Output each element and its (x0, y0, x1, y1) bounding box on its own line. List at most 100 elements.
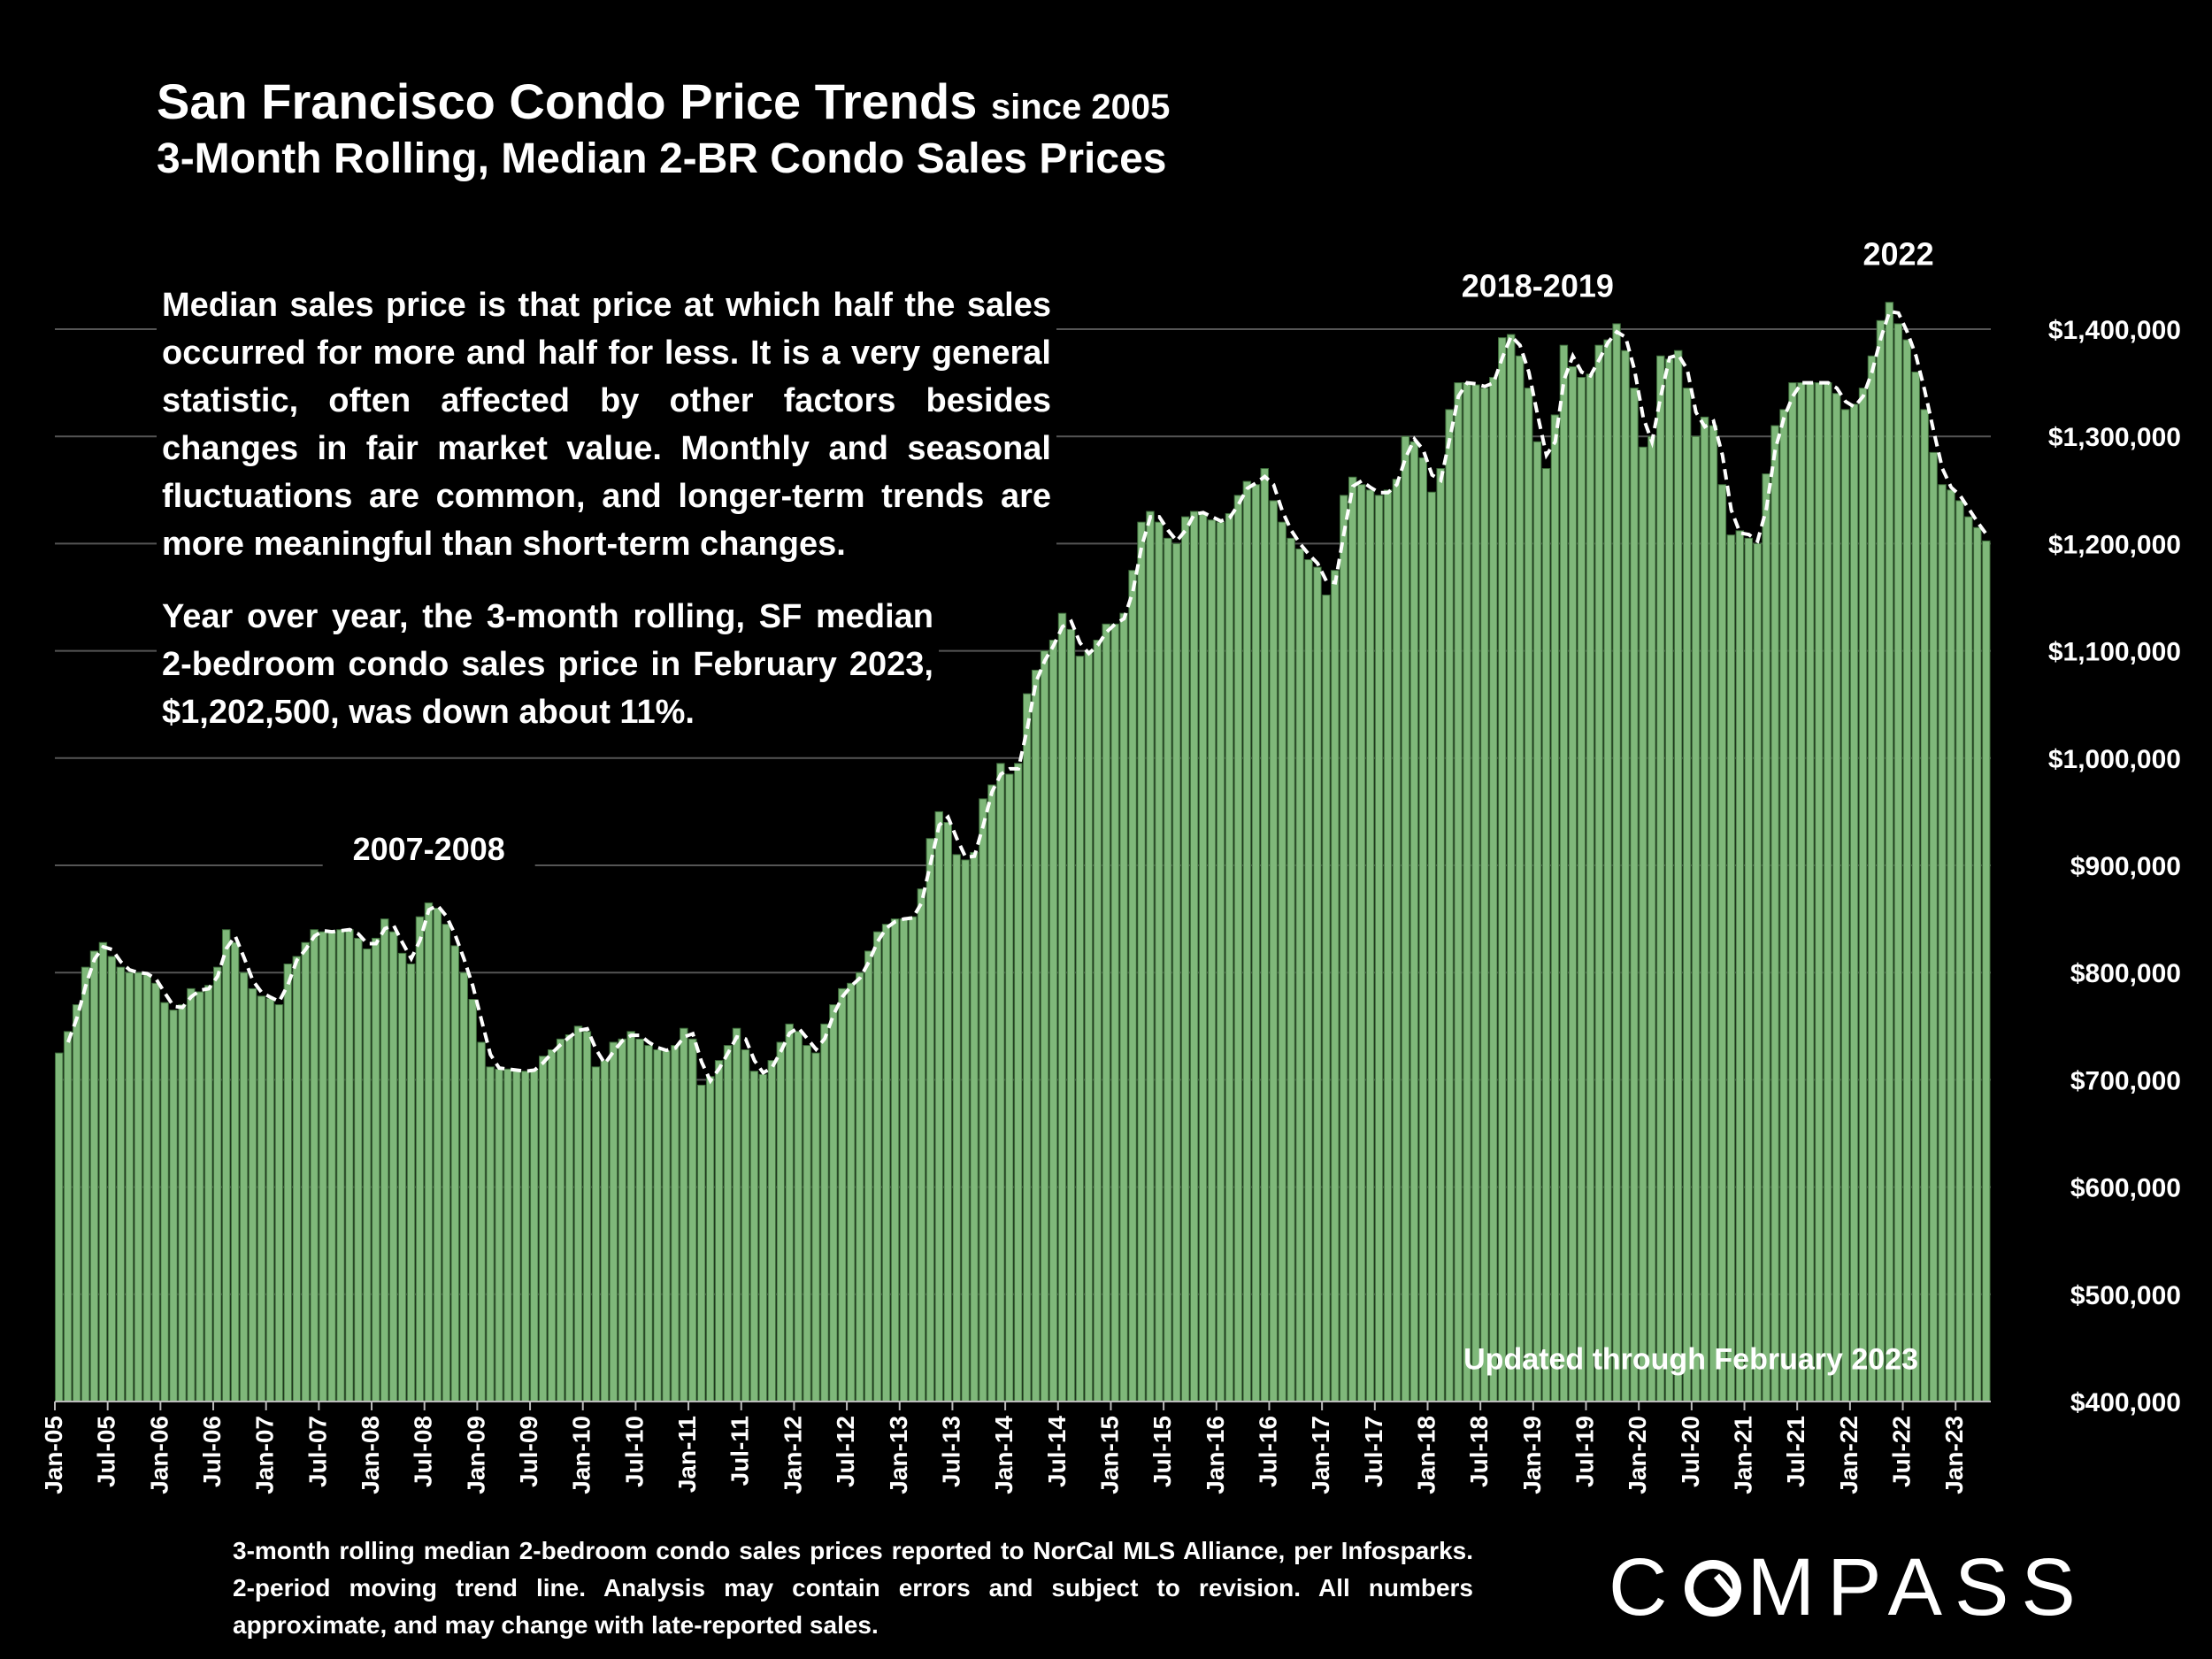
price-bar (1233, 495, 1243, 1402)
x-tick-label: Jan-12 (779, 1416, 806, 1494)
price-bar (1621, 349, 1630, 1402)
price-bar (917, 888, 926, 1402)
price-bar (856, 972, 864, 1402)
x-tick-label: Jul-14 (1043, 1416, 1071, 1487)
price-bar (442, 924, 451, 1402)
price-bar (204, 985, 213, 1402)
price-bar (1304, 559, 1313, 1402)
price-bar (248, 987, 257, 1402)
y-tick-label: $1,200,000 (2048, 530, 2181, 559)
price-bar (397, 952, 407, 1402)
price-bar (1824, 382, 1832, 1402)
price-bar (495, 1068, 503, 1402)
price-bar (1893, 323, 1903, 1402)
x-tick-label: Jul-12 (832, 1416, 859, 1487)
compass-logo-rest: MPASS (1747, 1542, 2088, 1632)
x-tick-label: Jul-16 (1254, 1416, 1281, 1487)
price-bar (1260, 468, 1269, 1402)
price-bar (107, 956, 117, 1402)
price-bar (680, 1027, 688, 1402)
price-bar (1155, 521, 1164, 1402)
price-bar (943, 822, 952, 1402)
annotation-background (322, 824, 535, 871)
compass-logo-c: C (1609, 1542, 1680, 1632)
price-bar (1735, 530, 1745, 1402)
price-bar (1717, 484, 1727, 1402)
price-bar (160, 1002, 169, 1402)
price-bar (1198, 512, 1208, 1402)
price-bar (178, 1004, 187, 1402)
price-bar (785, 1023, 794, 1402)
price-bar (1665, 358, 1674, 1402)
y-tick-label: $500,000 (2070, 1281, 2181, 1310)
price-bar (1849, 403, 1859, 1402)
x-tick-label: Jan-09 (462, 1416, 489, 1494)
price-bar (1559, 344, 1569, 1402)
price-bar (1463, 382, 1471, 1402)
period-annotation: 2022 (1863, 235, 1934, 272)
price-bar (169, 1010, 178, 1402)
price-bar (1066, 628, 1076, 1402)
price-bar (388, 931, 398, 1402)
price-bar (1911, 371, 1920, 1402)
x-tick-label: Jan-14 (990, 1416, 1018, 1494)
price-bar (1982, 540, 1991, 1402)
price-bar (934, 810, 943, 1402)
price-bar (1541, 468, 1551, 1402)
price-bar (1524, 388, 1533, 1402)
price-bar (274, 1004, 284, 1402)
updated-through-label: Updated through February 2023 (1463, 1343, 1918, 1377)
price-bar (486, 1066, 495, 1402)
price-bar (644, 1045, 653, 1402)
price-bar (1409, 441, 1419, 1402)
price-bar (618, 1038, 626, 1402)
x-tick-label: Jul-08 (410, 1416, 437, 1487)
price-bar (1964, 516, 1973, 1402)
compass-o-icon (1685, 1559, 1742, 1617)
x-tick-label: Jan-06 (145, 1416, 173, 1494)
x-tick-label: Jan-07 (251, 1416, 279, 1494)
price-bar (776, 1041, 785, 1402)
price-bar (1594, 344, 1603, 1402)
price-bar (1146, 511, 1155, 1402)
price-bar (221, 929, 231, 1402)
x-tick-label: Jul-06 (198, 1416, 226, 1487)
price-bar (653, 1048, 662, 1402)
price-bar (450, 945, 459, 1402)
price-bar (1797, 382, 1806, 1402)
price-bar (1084, 650, 1094, 1402)
price-bar (1709, 425, 1718, 1402)
y-tick-label: $800,000 (2070, 959, 2181, 988)
price-bar (345, 929, 354, 1402)
price-bar (1902, 339, 1911, 1402)
price-bar (1093, 639, 1102, 1402)
price-bar (1445, 409, 1454, 1402)
price-bar (1744, 537, 1753, 1402)
price-bar (547, 1048, 557, 1402)
price-bar (63, 1031, 73, 1402)
price-bar (1189, 511, 1199, 1402)
price-bar (1040, 650, 1049, 1402)
x-tick-label: Jul-05 (93, 1416, 120, 1487)
y-tick-label: $900,000 (2070, 852, 2181, 881)
price-bar (1322, 595, 1331, 1402)
price-bar (1480, 388, 1489, 1402)
price-bar (1356, 484, 1366, 1402)
x-tick-label: Jan-23 (1940, 1416, 1968, 1494)
price-bar (81, 966, 90, 1402)
y-tick-label: $400,000 (2070, 1388, 2181, 1417)
price-bar (1242, 480, 1252, 1402)
x-tick-label: Jan-08 (357, 1416, 384, 1494)
period-annotation: 2018-2019 (1462, 268, 1614, 304)
chart-title-main: San Francisco Condo Price Trends (157, 73, 978, 129)
price-bar (1507, 334, 1516, 1402)
x-tick-label: Jul-15 (1148, 1416, 1176, 1487)
price-bar (1955, 500, 1964, 1402)
price-bar (890, 918, 900, 1402)
price-bar (1023, 693, 1032, 1402)
x-tick-label: Jul-22 (1888, 1416, 1916, 1487)
x-tick-label: Jul-18 (1465, 1416, 1493, 1487)
price-bar (283, 964, 293, 1402)
y-tick-label: $1,300,000 (2048, 423, 2181, 452)
price-bar (1840, 409, 1850, 1402)
